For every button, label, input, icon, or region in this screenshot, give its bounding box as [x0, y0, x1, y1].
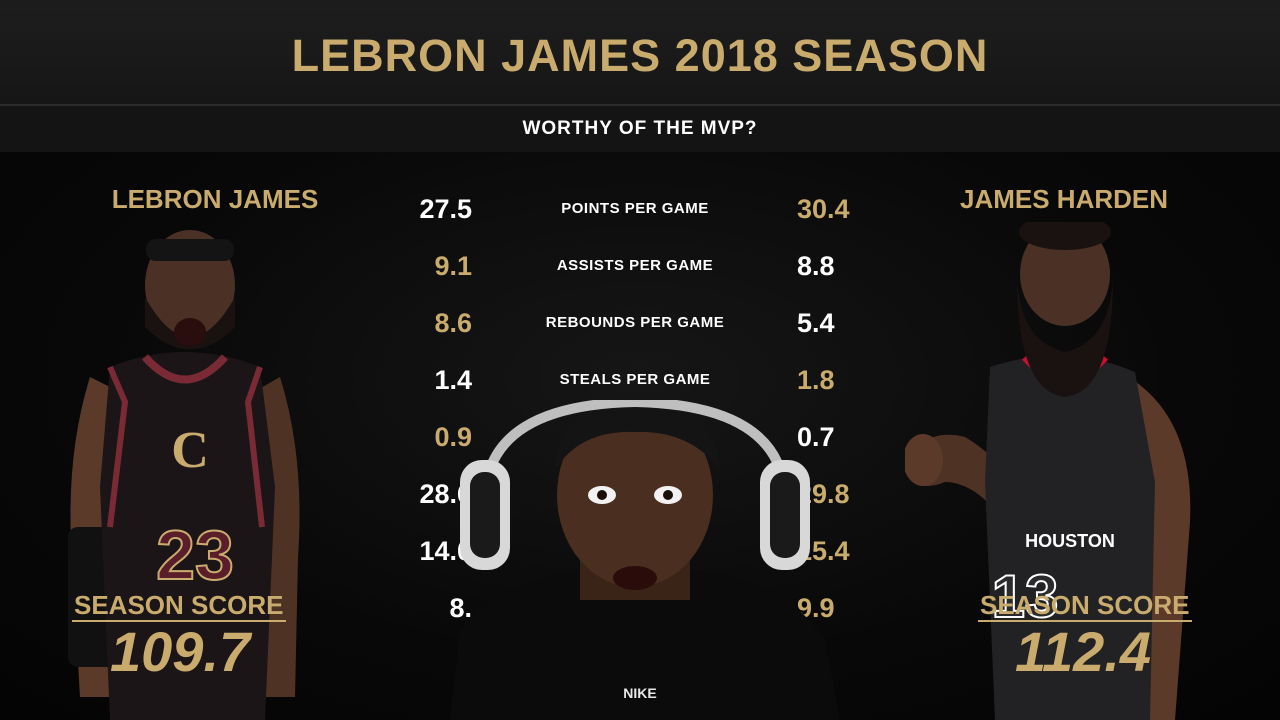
- streamer-webcam: NIKE: [450, 400, 840, 720]
- right-season-score-label: SEASON SCORE: [978, 590, 1192, 622]
- subtitle-band: WORTHY OF THE MVP?: [0, 106, 1280, 152]
- left-season-score-label: SEASON SCORE: [72, 590, 286, 622]
- left-stat-value: 8.: [449, 593, 472, 623]
- left-stat-value: 27.5: [419, 194, 472, 224]
- stat-label: REBOUNDS PER GAME: [545, 314, 725, 331]
- right-stat-value: 5.4: [797, 308, 835, 338]
- right-jersey-number: 13: [992, 563, 1059, 630]
- title-band: LEBRON JAMES 2018 SEASON: [0, 8, 1280, 104]
- right-player-image: HOUSTON 13: [905, 222, 1191, 720]
- right-jersey-text: HOUSTON: [1025, 531, 1115, 551]
- right-stat-value: 0.7: [797, 422, 835, 452]
- right-season-score-value: 112.4: [1015, 620, 1151, 683]
- stat-label: POINTS PER GAME: [561, 200, 709, 217]
- left-player-image: C 23: [68, 230, 300, 720]
- right-stat-value: 1.8: [797, 365, 835, 395]
- svg-text:C: C: [171, 422, 209, 479]
- right-player-name: JAMES HARDEN: [959, 184, 1169, 214]
- graphic-title: LEBRON JAMES 2018 SEASON: [291, 30, 989, 81]
- right-stat-value: 8.8: [797, 251, 835, 281]
- left-stat-value: 1.4: [434, 365, 472, 395]
- left-stat-value: 0.9: [434, 422, 472, 452]
- left-season-score-value: 109.7: [110, 620, 251, 683]
- right-stat-value: 30.4: [797, 194, 850, 224]
- stat-row: 1.4 STEALS PER GAME 1.8: [380, 360, 880, 400]
- stat-row: 27.5 POINTS PER GAME 30.4: [380, 189, 880, 229]
- stat-row: 8.6 REBOUNDS PER GAME 5.4: [380, 303, 880, 343]
- left-player-name: LEBRON JAMES: [111, 184, 319, 214]
- left-stat-value: 8.6: [434, 308, 472, 338]
- webcam-shirt-text: NIKE: [623, 685, 656, 701]
- left-jersey-number: 23: [156, 516, 234, 594]
- stat-row: 9.1 ASSISTS PER GAME 8.8: [380, 246, 880, 286]
- title-divider: [0, 104, 1280, 106]
- graphic-subtitle: WORTHY OF THE MVP?: [522, 118, 758, 139]
- top-edge-bar: [0, 0, 1280, 8]
- stat-label: ASSISTS PER GAME: [556, 257, 714, 274]
- stat-label: STEALS PER GAME: [559, 371, 711, 388]
- left-stat-value: 9.1: [434, 251, 472, 281]
